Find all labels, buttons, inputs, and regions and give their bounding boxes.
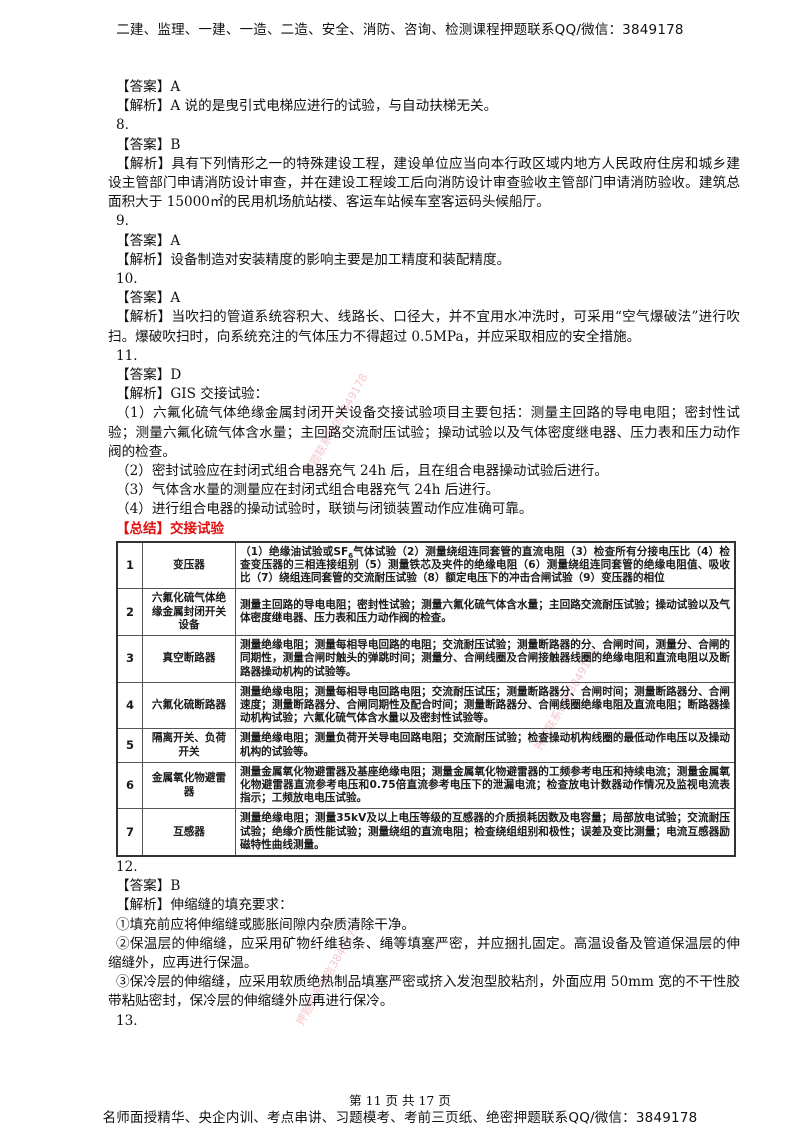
question-number-8: 8.: [116, 117, 129, 134]
summary-title: 【总结】交接试验: [116, 520, 224, 537]
page-number: 第 11 页 共 17 页: [349, 1093, 451, 1108]
table-row: 7 互感器 测量绝缘电阻；测量35kV及以上电压等级的互感器的介质损耗因数及电容…: [116, 808, 736, 857]
page-footer: 名师面授精华、央企内训、考点串讲、习题模考、考前三页纸、绝密押题联系QQ/微信：…: [102, 1110, 698, 1126]
analysis-point: ③保冷层的伸缩缝，应采用软质绝热制品填塞严密或挤入发泡型胶粘剂，外面应用 50m…: [108, 974, 740, 1010]
document-body: 【答案】A 【解析】A 说的是曳引式电梯应进行的试验，与自动扶梯无关。 8. 【…: [108, 78, 740, 1031]
row-number: 3: [116, 635, 143, 683]
test-items-prefix: （1）绝缘油试验或SF: [240, 545, 349, 558]
table-row: 6 金属氧化物避雷器 测量金属氧化物避雷器及基座绝缘电阻；测量金属氧化物避雷器的…: [116, 761, 736, 810]
answer-q8: 【答案】B: [116, 136, 181, 153]
answer-q12: 【答案】B: [116, 878, 181, 895]
device-name: 互感器: [142, 808, 236, 857]
question-number-13: 13.: [116, 1012, 138, 1029]
analysis-q7: 【解析】A 说的是曳引式电梯应进行的试验，与自动扶梯无关。: [116, 98, 498, 115]
device-name: 六氟化硫气体绝缘金属封闭开关设备: [142, 588, 236, 637]
question-number-11: 11.: [116, 347, 138, 364]
test-items: 测量金属氧化物避雷器及基座绝缘电阻；测量金属氧化物避雷器的工频参考电压和持续电流…: [235, 761, 736, 810]
analysis-point: ①填充前应将伸缩缝或膨胀间隙内杂质清除干净。: [116, 916, 416, 933]
device-name: 隔离开关、负荷开关: [142, 728, 236, 763]
analysis-q9: 【解析】设备制造对安装精度的影响主要是加工精度和装配精度。: [116, 251, 511, 268]
table-row: 4 六氟化硫断路器 测量绝缘电阻；测量每相导电回路电阻；交流耐压试压；测量断路器…: [116, 681, 736, 730]
question-number-12: 12.: [116, 858, 138, 875]
table-row: 5 隔离开关、负荷开关 测量绝缘电阻；测量负荷开关导电回路电阻；交流耐压试验；检…: [116, 728, 736, 763]
analysis-point: （1）六氟化硫气体绝缘金属封闭开关设备交接试验项目主要包括：测量主回路的导电电阻…: [108, 405, 740, 460]
answer-q9: 【答案】A: [116, 232, 181, 249]
table-row: 3 真空断路器 测量绝缘电阻；测量每相导电回路的电阻；交流耐压试验；测量断路器的…: [116, 635, 736, 683]
question-number-9: 9.: [116, 213, 129, 230]
analysis-q8: 【解析】具有下列情形之一的特殊建设工程，建设单位应当向本行政区域内地方人民政府住…: [108, 155, 740, 211]
device-name: 六氟化硫断路器: [142, 681, 236, 730]
test-items: （1）绝缘油试验或SF6气体试验（2）测量绕组连同套管的直流电阻（3）检查所有分…: [235, 541, 736, 590]
row-number: 1: [116, 541, 143, 590]
test-items: 测量绝缘电阻；测量负荷开关导电回路电阻；交流耐压试验；检查操动机构线圈的最低动作…: [235, 728, 736, 763]
handover-test-table: 1 变压器 （1）绝缘油试验或SF6气体试验（2）测量绕组连同套管的直流电阻（3…: [116, 540, 736, 857]
analysis-title-q12: 【解析】伸缩缝的填充要求：: [116, 897, 293, 914]
row-number: 2: [116, 588, 143, 637]
test-items: 测量绝缘电阻；测量每相导电回路的电阻；交流耐压试验；测量断路器的分、合闸时间，测…: [235, 635, 736, 683]
device-name: 真空断路器: [142, 635, 236, 683]
subscript: 6: [348, 551, 354, 560]
table-row: 2 六氟化硫气体绝缘金属封闭开关设备 测量主回路的导电电阻；密封性试验；测量六氟…: [116, 588, 736, 637]
answer-q10: 【答案】A: [116, 290, 181, 307]
test-items: 测量绝缘电阻；测量35kV及以上电压等级的互感器的介质损耗因数及电容量；局部放电…: [235, 808, 736, 857]
answer-q7: 【答案】A: [116, 79, 181, 95]
device-name: 变压器: [142, 541, 236, 590]
analysis-point: ②保温层的伸缩缝，应采用矿物纤维毡条、绳等填塞严密，并应捆扎固定。高温设备及管道…: [108, 935, 740, 971]
answer-q11: 【答案】D: [116, 367, 182, 384]
row-number: 6: [116, 761, 143, 810]
analysis-point: （3）气体含水量的测量应在封闭式组合电器充气 24h 后进行。: [116, 482, 500, 499]
question-number-10: 10.: [116, 271, 138, 288]
row-number: 5: [116, 728, 143, 763]
test-items: 测量绝缘电阻；测量每相导电回路电阻；交流耐压试压；测量断路器分、合闸时间；测量断…: [235, 681, 736, 730]
row-number: 4: [116, 681, 143, 730]
analysis-q10: 【解析】当吹扫的管道系统容积大、线路长、口径大，并不宜用水冲洗时，可采用“空气爆…: [108, 309, 740, 345]
analysis-point: （4）进行组合电器的操动试验时，联锁与闭锁装置动作应准确可靠。: [116, 501, 533, 518]
test-items-rest: 气体试验（2）测量绕组连同套管的直流电阻（3）检查所有分接电压比（4）检查变压器…: [240, 545, 730, 585]
table-row: 1 变压器 （1）绝缘油试验或SF6气体试验（2）测量绕组连同套管的直流电阻（3…: [116, 541, 736, 590]
analysis-point: （2）密封试验应在封闭式组合电器充气 24h 后，且在组合电器操动试验后进行。: [116, 463, 608, 480]
row-number: 7: [116, 808, 143, 857]
page-header: 二建、监理、一建、一造、二造、安全、消防、咨询、检测课程押题联系QQ/微信：38…: [116, 22, 684, 38]
analysis-title-q11: 【解析】GIS 交接试验：: [116, 386, 269, 403]
test-items: 测量主回路的导电电阻；密封性试验；测量六氟化硫气体含水量；主回路交流耐压试验；操…: [235, 588, 736, 637]
device-name: 金属氧化物避雷器: [142, 761, 236, 810]
